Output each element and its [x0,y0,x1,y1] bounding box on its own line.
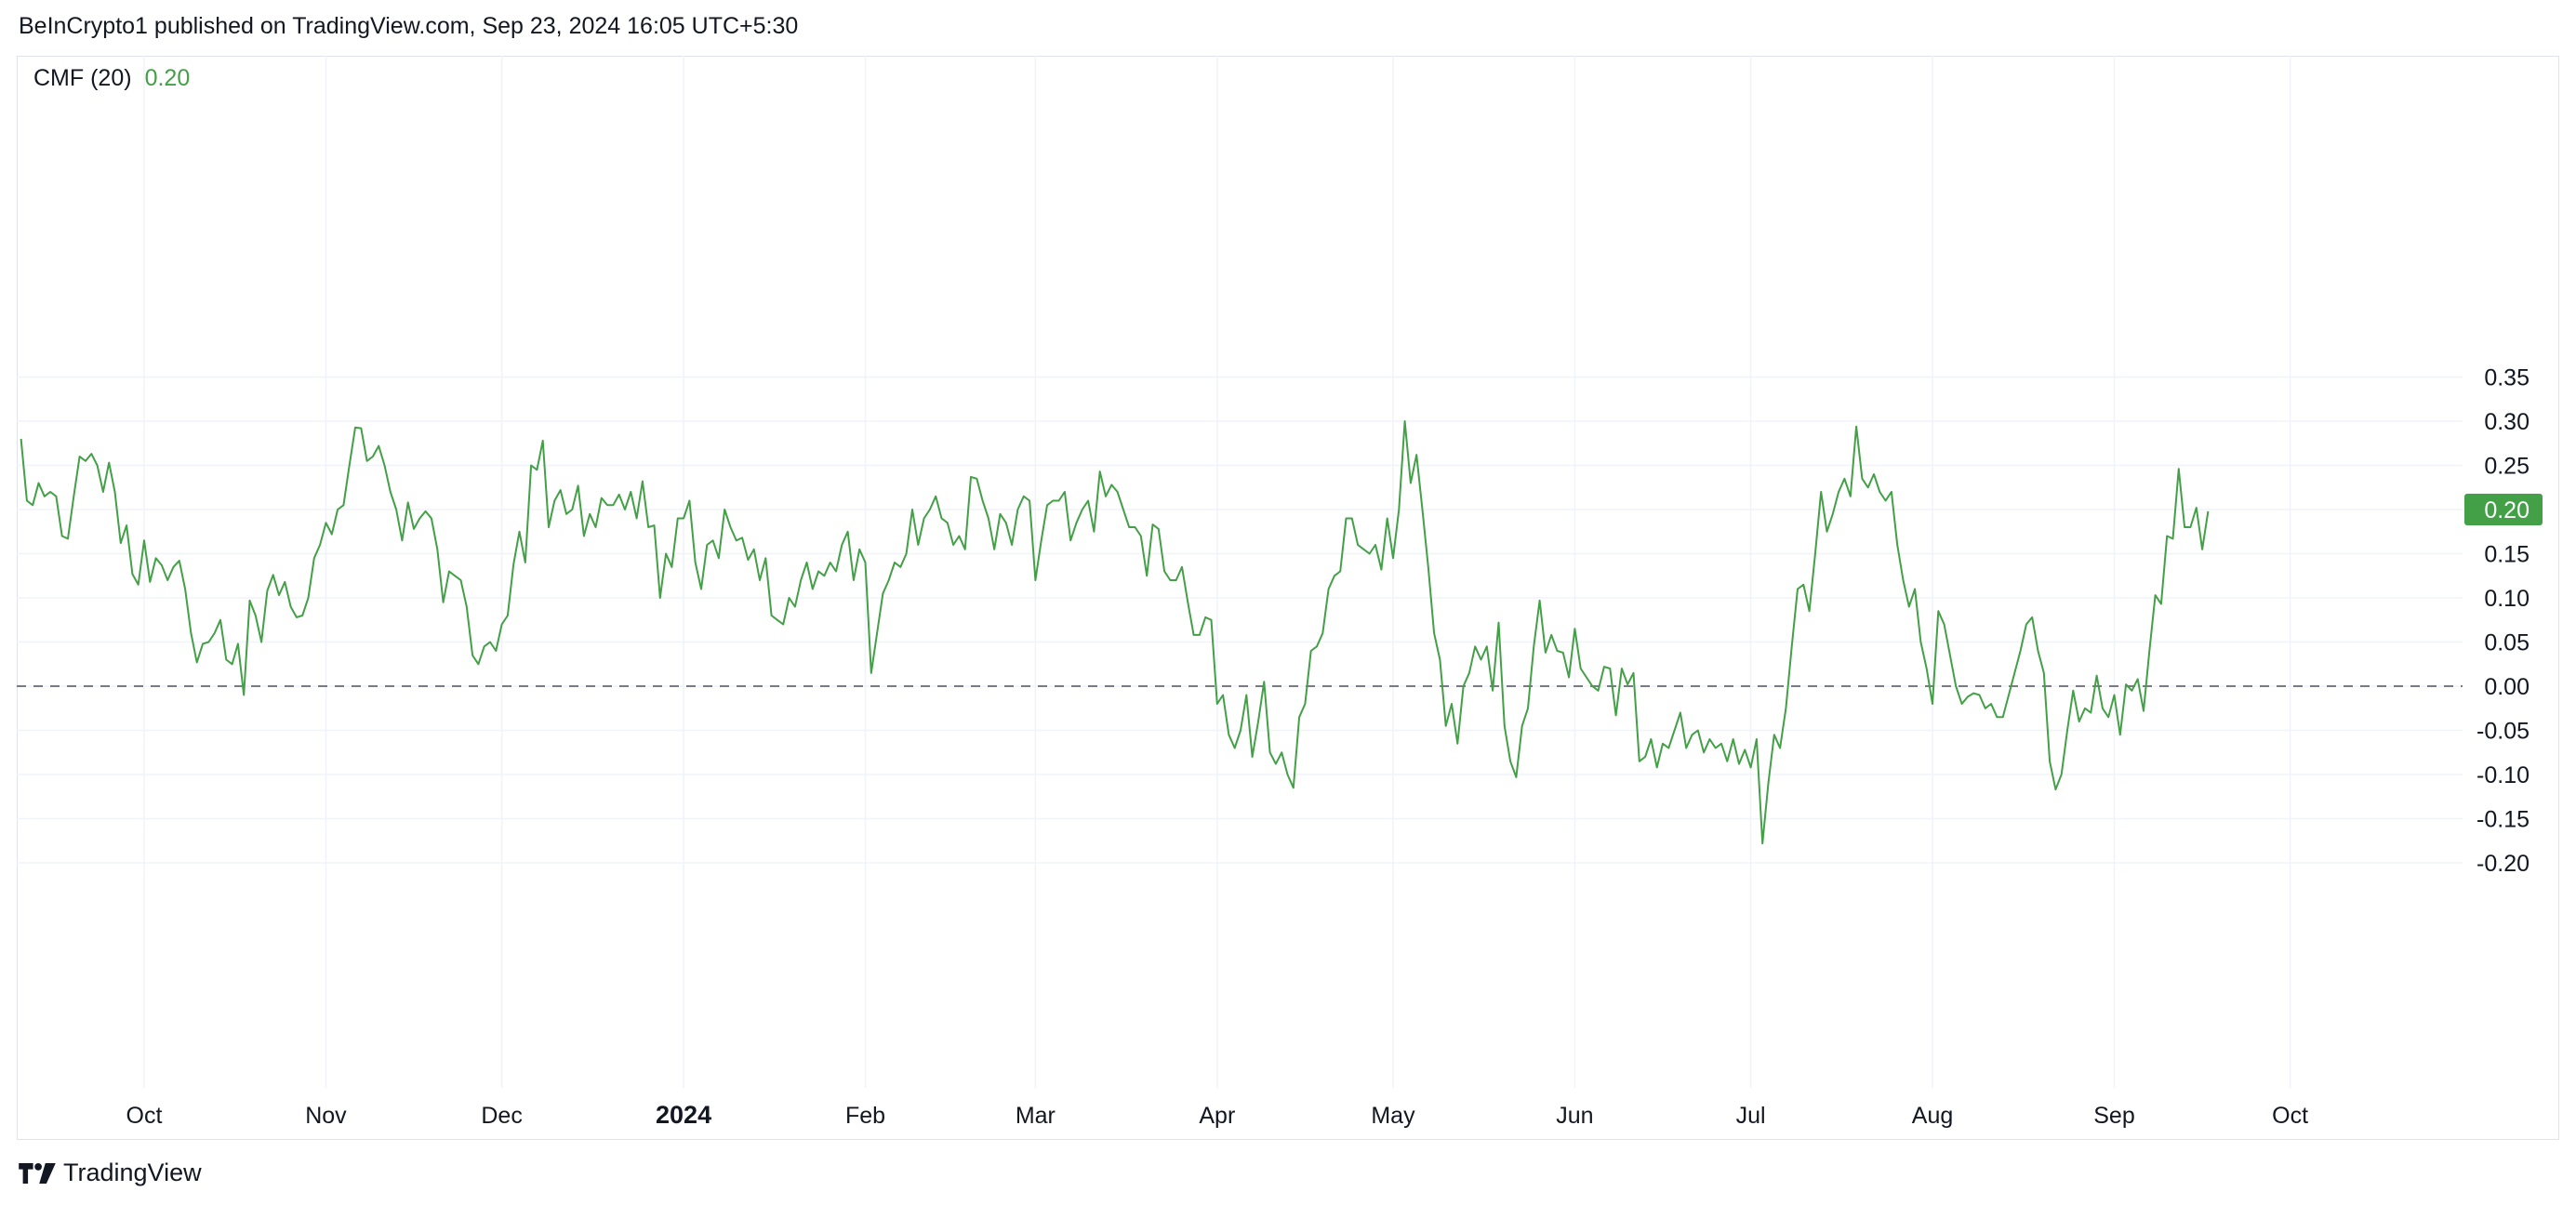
x-tick-label: Mar [1016,1103,1056,1129]
x-tick-label: 2024 [656,1101,711,1129]
tradingview-wordmark: TradingView [63,1159,202,1186]
y-tick-label: -0.20 [2476,851,2530,877]
indicator-legend[interactable]: CMF (20) 0.20 [33,65,190,92]
x-tick-label: Jun [1556,1103,1593,1129]
vertical-gridlines [143,56,2291,1088]
y-tick-label: -0.10 [2476,762,2530,788]
x-tick-label: Oct [2272,1103,2308,1129]
cmf-series-line [20,420,2210,845]
y-axis: 0.35 0.30 0.25 0.20 0.15 0.10 0.05 0.00 -0.05 -0.… [2476,365,2530,878]
last-value-badge-bg [2464,494,2543,525]
footer-brand[interactable]: TradingView [19,1159,202,1187]
y-tick-label: -0.05 [2476,719,2530,745]
indicator-value: 0.20 [144,65,191,91]
x-tick-label: Apr [1199,1103,1235,1129]
last-value-badge: 0.20 [2464,494,2543,525]
x-tick-label: Oct [126,1103,163,1129]
publish-info: BeInCrypto1 published on TradingView.com… [19,13,799,39]
y-tick-label: 0.35 [2484,365,2530,391]
y-tick-label: 0.05 [2484,630,2530,656]
y-tick-label: 0.00 [2484,674,2530,700]
x-tick-label: Aug [1912,1103,1953,1129]
y-tick-label: 0.10 [2484,586,2530,612]
y-tick-label: 0.15 [2484,542,2530,568]
x-axis: Oct Nov Dec 2024 Feb Mar Apr May Jun Jul Aug Sep Oct [126,1101,2309,1129]
indicator-name: CMF (20) [33,65,132,91]
x-tick-label: Sep [2093,1103,2134,1129]
x-tick-label: Nov [305,1103,347,1129]
x-tick-label: Dec [481,1103,522,1129]
x-tick-label: Feb [845,1103,885,1129]
x-tick-label: May [1371,1103,1415,1129]
y-tick-label: -0.15 [2476,807,2530,833]
y-tick-label: 0.25 [2484,454,2530,480]
x-tick-label: Jul [1736,1103,1766,1129]
tradingview-logo-icon [19,1162,56,1184]
last-value-badge-label: 0.20 [2484,497,2530,523]
y-tick-label: 0.30 [2484,409,2530,435]
horizontal-gridlines [17,376,2463,864]
